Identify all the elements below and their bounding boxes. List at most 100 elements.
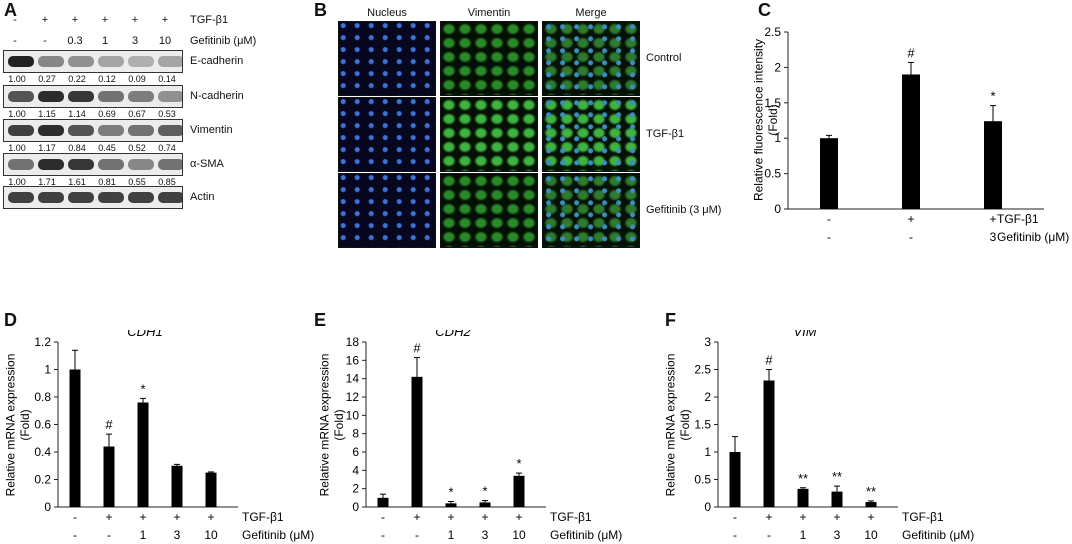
condition-row-label: Gefitinib (μM): [902, 528, 974, 542]
bar: [513, 475, 525, 507]
y-tick-label: 2: [352, 482, 359, 496]
tgf-condition: +: [907, 212, 914, 226]
lane-gefitinib-dose: 3: [131, 35, 139, 47]
gefitinib-dose: -: [827, 230, 831, 244]
panel-label-f: F: [665, 310, 676, 330]
bar: [377, 497, 389, 507]
micrograph-vimentin-control: [440, 21, 538, 96]
gefitinib-dose: 1: [448, 528, 455, 542]
y-tick-label: 2.5: [764, 25, 781, 39]
lane-tgf-mark: +: [161, 14, 169, 26]
densitometry-value: 0.81: [98, 177, 116, 187]
y-tick-label: 1: [704, 445, 711, 459]
blot-band: [38, 125, 64, 136]
micrograph-nucleus-control: [338, 21, 436, 96]
densitometry-value: 0.67: [128, 109, 146, 119]
y-tick-label: 1: [44, 363, 51, 377]
chart-title: CDH1: [127, 330, 162, 339]
tgf-condition: +: [173, 510, 180, 524]
tgf-condition: -: [733, 510, 737, 524]
y-tick-label: 0.4: [34, 445, 51, 459]
densitometry-value: 0.74: [158, 143, 176, 153]
gefitinib-dose: -: [107, 528, 111, 542]
blot-band: [68, 159, 94, 170]
blot-band: [158, 159, 182, 170]
row-label-control: Control: [646, 52, 682, 64]
y-tick-label: 6: [352, 445, 359, 459]
densitometry-value: 1.00: [8, 74, 26, 84]
panel-label-a: A: [4, 0, 17, 20]
panel-label-d: D: [4, 310, 17, 330]
blot-band: [68, 91, 94, 102]
y-tick-label: 0: [352, 500, 359, 514]
densitometry-value: 1.00: [8, 143, 26, 153]
blot-strip: [3, 186, 183, 209]
blot-band: [128, 125, 154, 136]
bar: [137, 402, 149, 507]
blot-band: [158, 56, 182, 67]
y-tick-label: 16: [346, 353, 360, 367]
immunofluorescence-panel: Nucleus Vimentin Merge Control TGF-β1 Ge…: [330, 0, 730, 260]
blot-band: [128, 91, 154, 102]
blot-band: [38, 159, 64, 170]
panel-label-e: E: [314, 310, 327, 330]
gefitinib-dose: 10: [512, 528, 526, 542]
y-tick-label: 14: [346, 372, 360, 386]
blot-band: [158, 91, 182, 102]
tgf-condition: +: [105, 510, 112, 524]
y-tick-label: 1: [774, 131, 781, 145]
densitometry-value: 1.71: [38, 177, 56, 187]
condition-row-label: TGF-β1: [242, 510, 284, 524]
protein-label: N-cadherin: [190, 90, 244, 102]
blot-strip: [3, 50, 183, 73]
significance-mark: *: [482, 484, 487, 499]
y-axis-label: Relative mRNA expression(Fold): [3, 354, 31, 497]
significance-mark: *: [516, 456, 521, 471]
y-axis-label: Relative fluorescence intensity(Fold): [751, 39, 779, 201]
bar: [411, 376, 423, 507]
gefitinib-dose: 1: [140, 528, 147, 542]
panel-label-b: B: [314, 0, 327, 20]
significance-mark: *: [448, 485, 453, 500]
densitometry-value: 0.27: [38, 74, 56, 84]
tgf-condition: +: [833, 510, 840, 524]
gefitinib-dose: -: [909, 230, 913, 244]
significance-mark: #: [907, 45, 915, 60]
y-tick-label: 1.5: [694, 418, 711, 432]
y-tick-label: 18: [346, 335, 360, 349]
densitometry-value: 0.45: [98, 143, 116, 153]
tgf-condition: +: [989, 212, 996, 226]
bar: [865, 502, 877, 507]
lane-gefitinib-dose: 1: [101, 35, 109, 47]
row-label-tgf: TGF-β1: [646, 128, 685, 140]
blot-band: [98, 91, 124, 102]
blot-band: [8, 125, 34, 136]
blot-band: [38, 91, 64, 102]
bar: [103, 446, 115, 507]
chart-title: VIM: [793, 330, 816, 339]
y-tick-label: 4: [352, 463, 359, 477]
gefitinib-dose: -: [415, 528, 419, 542]
densitometry-value: 0.84: [68, 143, 86, 153]
gefitinib-dose: 10: [204, 528, 218, 542]
bar: [171, 465, 183, 507]
blot-band: [8, 159, 34, 170]
y-tick-label: 12: [346, 390, 360, 404]
densitometry-value: 1.17: [38, 143, 56, 153]
micrograph-merge-control: [542, 21, 640, 96]
gefitinib-dose: 3: [482, 528, 489, 542]
blot-band: [158, 125, 182, 136]
condition-row-label: Gefitinib (μM): [242, 528, 314, 542]
y-tick-label: 0: [44, 500, 51, 514]
blot-band: [98, 125, 124, 136]
gefitinib-dose: 3: [834, 528, 841, 542]
micrograph-merge-tgf: [542, 97, 640, 172]
bar: [445, 503, 457, 507]
blot-band: [98, 192, 124, 203]
row-label-gefitinib: Gefitinib (3 μM): [646, 204, 722, 216]
y-tick-label: 1.2: [34, 335, 51, 349]
chart-title: CDH2: [435, 330, 471, 339]
condition-row-label: TGF-β1: [997, 212, 1039, 226]
condition-row-label: Gefitinib (μM): [997, 230, 1069, 244]
